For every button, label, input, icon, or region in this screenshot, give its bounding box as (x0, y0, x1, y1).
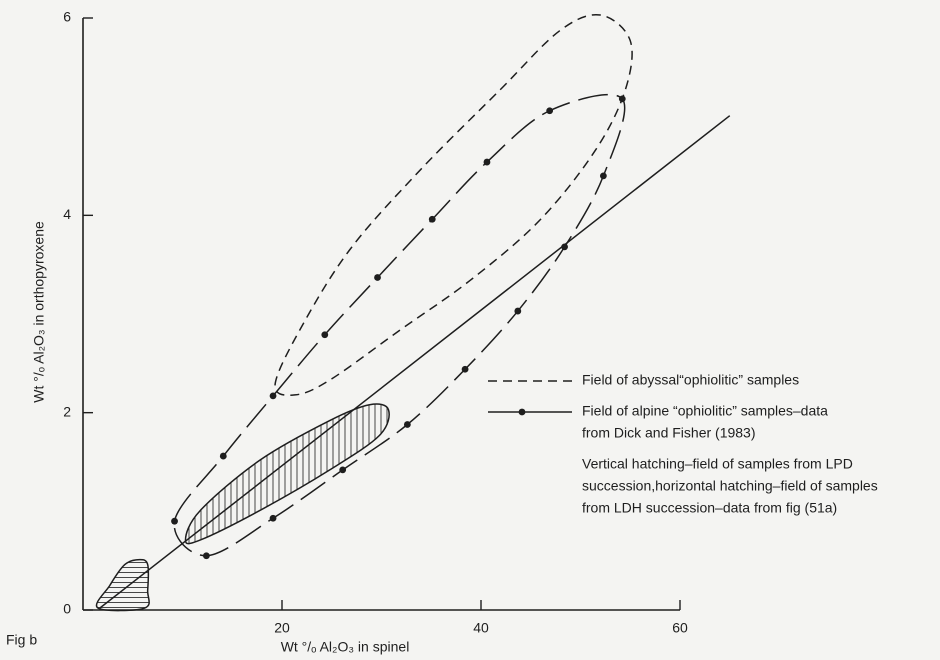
legend-text: from Dick and Fisher (1983) (582, 425, 756, 441)
y-tick-label: 4 (63, 206, 71, 222)
data-point (546, 107, 554, 115)
data-point (599, 172, 607, 180)
data-point (483, 158, 491, 166)
legend-text: from LDH succession–data from fig (51a) (582, 500, 837, 516)
legend-text: Field of alpine “ophiolitic” samples–dat… (582, 403, 828, 419)
data-point (461, 365, 469, 373)
x-tick-label: 40 (473, 620, 489, 636)
data-point (339, 466, 347, 474)
legend-text: Vertical hatching–field of samples from … (582, 456, 853, 472)
x-tick-label: 20 (274, 620, 290, 636)
data-point (219, 452, 227, 460)
data-point (374, 274, 381, 281)
data-point (269, 392, 277, 400)
y-tick-label: 0 (63, 601, 71, 617)
legend-text: Field of abyssal“ophiolitic” samples (582, 372, 799, 388)
x-tick-label: 60 (672, 620, 688, 636)
y-axis-label: Wt °/ₒ Al₂O₃ in orthopyroxene (31, 221, 47, 403)
x-axis-label: Wt °/ₒ Al₂O₃ in spinel (281, 639, 410, 655)
data-point (403, 421, 411, 428)
y-tick-label: 6 (63, 9, 71, 25)
data-point (269, 514, 277, 522)
figure-label: Fig b (6, 632, 37, 648)
field-outline (95, 558, 150, 612)
data-point (428, 215, 436, 223)
data-point (202, 552, 210, 560)
legend-text: succession,horizontal hatching–field of … (582, 478, 878, 494)
legend-marker (518, 408, 526, 416)
field-outline (184, 403, 390, 545)
y-tick-label: 2 (63, 403, 71, 419)
data-point (514, 307, 522, 315)
data-point (171, 517, 178, 525)
field-outline (99, 115, 731, 609)
field-outline (274, 13, 633, 396)
data-point (321, 331, 329, 339)
data-point (618, 95, 626, 103)
